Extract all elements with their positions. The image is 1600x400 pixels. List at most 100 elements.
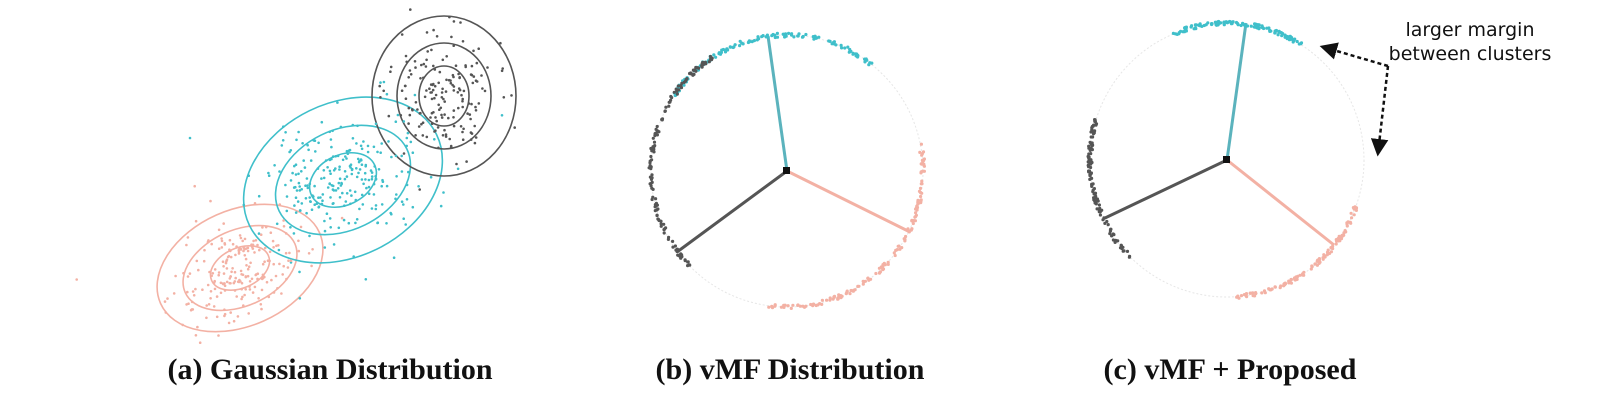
dark-proposed-point xyxy=(1122,249,1126,253)
dark-gaussian-point xyxy=(435,119,439,123)
cyan-gaussian-point xyxy=(332,189,336,192)
salmon-proposed-point xyxy=(1349,221,1353,225)
salmon-proposed-point xyxy=(1338,239,1342,243)
dark-gaussian-point xyxy=(499,41,502,45)
salmon-vmf-point xyxy=(913,215,917,219)
dark-gaussian-point xyxy=(387,114,391,118)
salmon-gaussian-point xyxy=(195,259,199,263)
cyan-proposed-point xyxy=(1228,19,1232,24)
cyan-gaussian-point xyxy=(355,142,358,145)
dark-gaussian-point xyxy=(418,188,422,191)
salmon-proposed-point xyxy=(1321,256,1325,260)
dark-vmf-point xyxy=(675,249,679,254)
salmon-gaussian-point xyxy=(185,303,188,306)
salmon-proposed-point xyxy=(1250,291,1254,295)
dark-gaussian-contours xyxy=(371,15,517,177)
salmon-vmf-point xyxy=(900,246,904,250)
cyan-gaussian-point xyxy=(323,219,326,223)
cyan-gaussian-point xyxy=(376,221,379,225)
cyan-gaussian-point xyxy=(402,203,405,206)
caption-proposed: (c) vMF + Proposed xyxy=(1103,353,1357,386)
dark-gaussian-point xyxy=(430,48,433,52)
cyan-proposed-point xyxy=(1218,21,1222,25)
cyan-proposed-point xyxy=(1257,26,1261,30)
salmon-vmf-point xyxy=(849,288,853,293)
cyan-gaussian-point xyxy=(350,168,354,172)
cyan-proposed-point xyxy=(1293,37,1297,41)
dark-gaussian-point xyxy=(426,50,430,53)
cyan-gaussian-point xyxy=(312,139,316,142)
salmon-vmf-point xyxy=(921,150,926,154)
dark-proposed-point xyxy=(1091,182,1095,186)
dark-gaussian-point xyxy=(452,109,456,112)
cyan-vmf-point xyxy=(740,41,744,45)
cyan-gaussian-point xyxy=(284,131,287,134)
cyan-gaussian-point xyxy=(309,159,313,162)
salmon-gaussian-point xyxy=(222,265,225,268)
salmon-gaussian-point xyxy=(261,226,264,229)
salmon-gaussian-contours xyxy=(156,203,324,333)
salmon-gaussian-point xyxy=(244,257,248,261)
salmon-vmf-point xyxy=(919,142,924,146)
dark-gaussian-point xyxy=(430,122,434,125)
salmon-gaussian-point xyxy=(254,239,258,242)
cyan-proposed-point xyxy=(1183,28,1187,32)
dark-gaussian-point xyxy=(437,146,440,150)
dark-gaussian-point xyxy=(425,31,429,34)
salmon-gaussian-point xyxy=(272,291,276,294)
cyan-vmf-point xyxy=(855,52,859,56)
salmon-gaussian-point xyxy=(246,267,250,271)
dark-gaussian-point xyxy=(433,68,437,71)
cyan-gaussian-point xyxy=(355,218,359,221)
salmon-vmf-point xyxy=(767,305,771,309)
dark-contour-inner xyxy=(418,65,470,127)
dark-gaussian-point xyxy=(447,78,451,82)
cyan-gaussian-point xyxy=(344,155,347,158)
dark-gaussian-point xyxy=(459,21,462,24)
cyan-gaussian-point xyxy=(366,150,370,154)
salmon-gaussian-point xyxy=(230,270,233,274)
salmon-gaussian-point xyxy=(206,283,210,287)
salmon-proposed-point xyxy=(1329,246,1333,250)
cyan-gaussian-point xyxy=(336,154,340,158)
cyan-gaussian-point xyxy=(325,212,329,215)
dark-gaussian-point xyxy=(445,78,448,82)
salmon-gaussian-point xyxy=(340,216,344,220)
dark-gaussian-point xyxy=(422,76,425,80)
cyan-gaussian-point xyxy=(321,193,325,196)
proposed-scatter-points xyxy=(1086,19,1359,300)
dark-gaussian-point xyxy=(452,75,455,79)
dark-gaussian-point xyxy=(473,141,477,145)
cyan-contour-middle xyxy=(274,124,412,236)
salmon-gaussian-point xyxy=(250,277,254,281)
salmon-gaussian-point xyxy=(236,280,240,284)
salmon-gaussian-point xyxy=(268,259,271,263)
cyan-gaussian-point xyxy=(395,175,398,178)
salmon-proposed-point xyxy=(1352,213,1356,217)
salmon-gaussian-point xyxy=(213,279,216,283)
cyan-proposed-point xyxy=(1290,36,1294,40)
gaussian-scatter-points xyxy=(75,8,516,345)
salmon-proposed-point xyxy=(1239,294,1244,298)
cyan-proposed-point xyxy=(1299,41,1304,45)
cyan-gaussian-point xyxy=(289,179,293,182)
dark-proposed-point xyxy=(1091,190,1095,194)
salmon-vmf-point xyxy=(770,304,774,308)
dark-gaussian-point xyxy=(407,122,410,125)
cyan-vmf-point xyxy=(719,50,724,55)
cyan-gaussian-point xyxy=(306,186,310,190)
salmon-gaussian-point xyxy=(289,259,293,263)
salmon-vmf-point xyxy=(789,306,793,310)
dark-vmf-point xyxy=(649,154,653,159)
salmon-gaussian-point xyxy=(268,250,272,254)
cyan-gaussian-point xyxy=(280,144,284,147)
dark-gaussian-point xyxy=(461,99,464,103)
cyan-gaussian-point xyxy=(275,222,279,226)
cyan-gaussian-point xyxy=(409,140,413,144)
salmon-gaussian-point xyxy=(271,239,275,243)
salmon-gaussian-point xyxy=(217,228,221,232)
cyan-gaussian-point xyxy=(294,211,298,214)
cyan-gaussian-point xyxy=(331,184,335,188)
dark-vmf-point xyxy=(655,124,659,129)
cyan-vmf-point xyxy=(792,35,796,39)
